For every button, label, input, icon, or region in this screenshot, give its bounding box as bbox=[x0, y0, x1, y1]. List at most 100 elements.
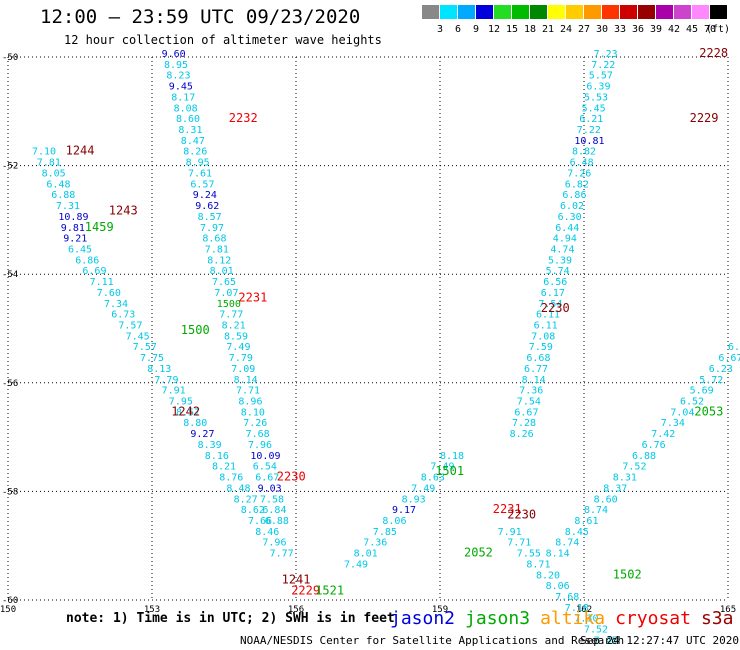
wave-height-value: 6.48 bbox=[570, 158, 594, 169]
wave-height-value: 7.95 bbox=[169, 397, 193, 408]
wave-height-value: 7.30 bbox=[574, 614, 598, 625]
y-tick-label: -54 bbox=[2, 270, 18, 280]
wave-height-value: 7.22 bbox=[591, 60, 615, 71]
wave-height-value: 8.59 bbox=[224, 331, 248, 342]
wave-height-value: 7.31 bbox=[56, 201, 80, 212]
wave-height-value: 9.24 bbox=[193, 190, 217, 201]
wave-height-value: 8.26 bbox=[183, 147, 207, 158]
wave-height-value: 8.31 bbox=[613, 473, 637, 484]
wave-height-value: 8.08 bbox=[174, 103, 198, 114]
wave-height-value: 8.80 bbox=[183, 418, 207, 429]
wave-height-value: 8.01 bbox=[210, 266, 234, 277]
color-scale-unit: (ft) bbox=[706, 24, 731, 35]
wave-height-value: 8.18 bbox=[440, 451, 464, 462]
pass-time-label: 2228 bbox=[699, 46, 728, 60]
color-scale-label: 24 bbox=[559, 24, 573, 35]
x-tick-label: 165 bbox=[720, 605, 736, 615]
color-swatch bbox=[692, 5, 709, 19]
wave-height-value: 7.71 bbox=[507, 538, 531, 549]
wave-height-value: 7.49 bbox=[430, 462, 454, 473]
color-swatch bbox=[638, 5, 655, 19]
color-swatch bbox=[494, 5, 511, 19]
wave-height-value: 10.09 bbox=[250, 451, 280, 462]
wave-height-value: 8.45 bbox=[565, 527, 589, 538]
pass-time-label: 1243 bbox=[109, 203, 138, 217]
x-tick-label: 159 bbox=[432, 605, 448, 615]
wave-height-value: 7.77 bbox=[270, 549, 294, 560]
color-scale-label: 42 bbox=[667, 24, 681, 35]
generation-timestamp: Sep 24 12:27:47 UTC 2020 bbox=[580, 634, 739, 647]
pass-time-label: 2231 bbox=[238, 290, 267, 304]
wave-height-value: 6.56 bbox=[543, 277, 567, 288]
wave-height-value: 8.05 bbox=[42, 168, 66, 179]
wave-height-value: 1500 bbox=[217, 299, 241, 310]
pass-time-label: 2229 bbox=[291, 584, 320, 598]
wave-height-value: 7.61 bbox=[188, 168, 212, 179]
wave-height-value: 7.54 bbox=[517, 397, 541, 408]
pass-time-label: 1500 bbox=[181, 323, 210, 337]
wave-height-value: 8.74 bbox=[584, 505, 608, 516]
wave-height-value: 7.97 bbox=[200, 223, 224, 234]
wave-height-value: 8.60 bbox=[594, 494, 618, 505]
pass-time-label: 1242 bbox=[171, 404, 200, 418]
wave-height-value: 9.27 bbox=[190, 429, 214, 440]
wave-height-value: 7.57 bbox=[118, 321, 142, 332]
wave-height-value: 7.04 bbox=[670, 407, 694, 418]
wave-height-value: 8.06 bbox=[382, 516, 406, 527]
color-scale-label: 3 bbox=[436, 24, 444, 35]
wave-height-value: 6.86 bbox=[562, 190, 586, 201]
pass-time-label: 1244 bbox=[66, 144, 95, 158]
wave-height-value: 5.53 bbox=[584, 92, 608, 103]
wave-height-value: 7.26 bbox=[243, 418, 267, 429]
color-swatch bbox=[476, 5, 493, 19]
wave-height-value: 8.96 bbox=[238, 397, 262, 408]
wave-height-value: 8.27 bbox=[234, 494, 258, 505]
wave-height-value: 9.21 bbox=[63, 234, 87, 245]
wave-height-value: 7.81 bbox=[205, 244, 229, 255]
satellite-cryosat: cryosat bbox=[615, 608, 691, 629]
credit-line: NOAA/NESDIS Center for Satellite Applica… bbox=[240, 634, 625, 647]
wave-height-value: 6.76 bbox=[642, 440, 666, 451]
wave-height-value: 10.89 bbox=[58, 212, 88, 223]
pass-time-label: 2052 bbox=[464, 546, 493, 560]
satellite-jason3: jason3 bbox=[465, 608, 531, 629]
wave-height-value: 6.44 bbox=[555, 223, 579, 234]
wave-height-value: 7.79 bbox=[229, 353, 253, 364]
wave-height-value: 4.94 bbox=[553, 234, 577, 245]
pass-time-label: 1502 bbox=[613, 567, 642, 581]
wave-height-value: 8.60 bbox=[176, 114, 200, 125]
wave-height-value: 8.68 bbox=[202, 234, 226, 245]
wave-height-value: 6.30 bbox=[558, 212, 582, 223]
wave-height-value: 6.86 bbox=[75, 255, 99, 266]
wave-height-value: 9.03 bbox=[258, 483, 282, 494]
wave-height-value: 8.12 bbox=[207, 255, 231, 266]
wave-height-value: 7.11 bbox=[90, 277, 114, 288]
wave-height-value: 6.68 bbox=[526, 353, 550, 364]
wave-height-value: 7.52 bbox=[584, 625, 608, 636]
wave-height-value: 7.66 bbox=[248, 516, 272, 527]
wave-height-value: 7.77 bbox=[219, 310, 243, 321]
wave-height-value: 8.21 bbox=[222, 321, 246, 332]
wave-height-value: 6.67 bbox=[514, 407, 538, 418]
wave-height-value: 8.14 bbox=[546, 549, 570, 560]
wave-height-value: 6.11 bbox=[536, 310, 560, 321]
wave-height-value: 8.13 bbox=[147, 364, 171, 375]
wave-height-value: 7.49 bbox=[411, 483, 435, 494]
wave-height-value: 7.45 bbox=[594, 635, 618, 646]
x-tick-label: 150 bbox=[0, 605, 16, 615]
wave-height-value: 8.46 bbox=[255, 527, 279, 538]
wave-height-value: 6.23 bbox=[709, 364, 733, 375]
wave-height-value: 8.01 bbox=[354, 549, 378, 560]
wave-height-value: 8.10 bbox=[241, 407, 265, 418]
wave-height-value: 8.76 bbox=[219, 473, 243, 484]
wave-height-value: 6.67 bbox=[255, 473, 279, 484]
pass-time-label: 1241 bbox=[282, 573, 311, 587]
color-scale-label: 33 bbox=[613, 24, 627, 35]
y-tick-label: -56 bbox=[2, 379, 18, 389]
wave-height-value: 7.55 bbox=[517, 549, 541, 560]
footnote: note: 1) Time is in UTC; 2) SWH is in fe… bbox=[66, 611, 395, 626]
wave-height-value: 7.85 bbox=[373, 527, 397, 538]
wave-height-value: 7.96 bbox=[248, 440, 272, 451]
wave-height-value: 8.39 bbox=[198, 440, 222, 451]
wave-height-value: 7.81 bbox=[37, 158, 61, 169]
